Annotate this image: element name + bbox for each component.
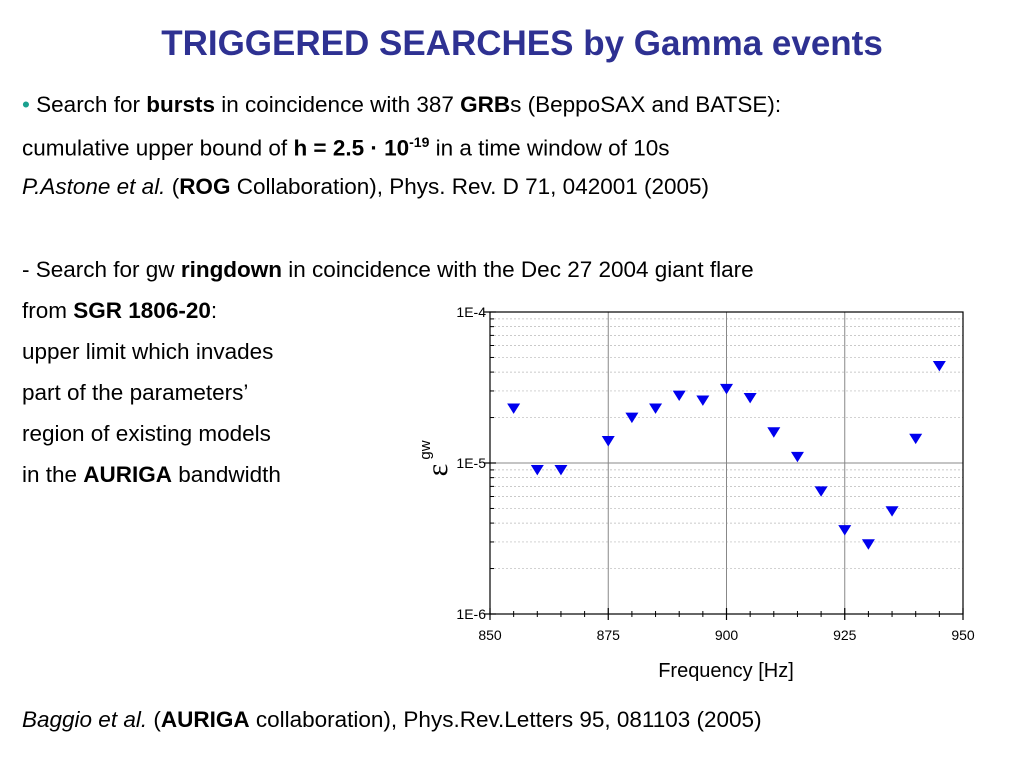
text: bandwidth (172, 462, 281, 487)
x-tick-label: 900 (715, 627, 739, 643)
data-point (932, 360, 946, 372)
block2-line5: region of existing models (22, 421, 271, 446)
data-point (838, 525, 852, 536)
block2-line2: from SGR 1806-20: (22, 298, 218, 323)
y-axis-title: ε gw (417, 440, 454, 476)
text: in coincidence with the Dec 27 2004 gian… (282, 257, 754, 282)
x-tick-label: 875 (597, 627, 621, 643)
data-point (720, 383, 733, 395)
data-point (625, 412, 639, 424)
text: - Search for gw (22, 257, 181, 282)
data-point (909, 433, 923, 445)
plot-frame (489, 311, 964, 615)
text: collaboration), Phys.Rev.Letters 95, 081… (249, 707, 762, 732)
text: in the (22, 462, 84, 487)
text: from (22, 298, 74, 323)
text: in a time window of 10s (429, 135, 670, 161)
bullet: • (22, 92, 30, 117)
y-tick-label: 1E-4 (456, 304, 486, 320)
bold-sgr: SGR 1806-20 (73, 298, 211, 323)
x-tick-label: 925 (833, 627, 857, 643)
block1-line1: • Search for bursts in coincidence with … (22, 92, 782, 117)
y-tick-label: 1E-5 (456, 455, 486, 471)
slide-title: TRIGGERED SEARCHES by Gamma events (161, 24, 883, 63)
bold-ringdown: ringdown (180, 257, 283, 282)
block2-line4: part of the parameters’ (22, 380, 249, 405)
bold-strain: h = 2.5 · 10 (293, 135, 410, 161)
block2-line3: upper limit which invades (22, 339, 274, 364)
bold-auriga-citation: AURIGA (160, 707, 250, 732)
y-axis-subscript: gw (417, 440, 434, 459)
data-point (601, 436, 615, 447)
data-point (554, 465, 568, 476)
data-point (861, 539, 875, 550)
block1-line3: P.Astone et al. (ROG Collaboration), Phy… (22, 174, 710, 199)
authors: P.Astone et al. (22, 174, 166, 199)
data-point (507, 403, 521, 414)
block1-line2: cumulative upper bound of h = 2.5 · 10-1… (22, 135, 669, 160)
text: : (210, 298, 218, 323)
bold-grb: GRB (460, 92, 511, 117)
bold-auriga: AURIGA (83, 462, 173, 487)
text: Collaboration), Phys. Rev. D 71, 042001 … (230, 174, 710, 199)
citation-authors: Baggio et al. (22, 707, 148, 732)
data-point (814, 486, 828, 497)
text: in coincidence with 387 (214, 92, 461, 117)
block2-line1: - Search for gw ringdown in coincidence … (22, 257, 754, 282)
data-point (743, 392, 757, 404)
data-point (672, 390, 686, 402)
exponent: -19 (409, 134, 430, 150)
data-point (767, 427, 781, 438)
text: ( (165, 174, 180, 199)
text: cumulative upper bound of (22, 135, 294, 161)
data-point (790, 451, 804, 463)
x-tick-label: 950 (951, 627, 975, 643)
data-points (507, 360, 946, 550)
text: s (BeppoSAX and BATSE): (510, 92, 782, 117)
data-point (530, 465, 544, 476)
bold-rog: ROG (179, 174, 231, 199)
data-point (885, 506, 899, 517)
data-point (696, 395, 710, 406)
text: ( (147, 707, 161, 732)
data-point (649, 403, 663, 414)
x-axis-title: Frequency [Hz] (658, 660, 794, 682)
y-tick-label: 1E-6 (456, 606, 486, 622)
block2-line6: in the AURIGA bandwidth (22, 462, 281, 487)
upper-limit-chart: 1E-4 1E-5 1E-6 850 875 900 925 950 Frequency [H… (417, 304, 975, 682)
y-axis-symbol: ε (421, 464, 454, 477)
x-tick-label: 850 (478, 627, 502, 643)
citation: Baggio et al. (AURIGA collaboration), Ph… (22, 707, 762, 732)
bold-bursts: bursts (146, 92, 215, 117)
text: Search for (36, 92, 147, 117)
ticks: 1E-4 1E-5 1E-6 850 875 900 925 950 (456, 304, 974, 643)
